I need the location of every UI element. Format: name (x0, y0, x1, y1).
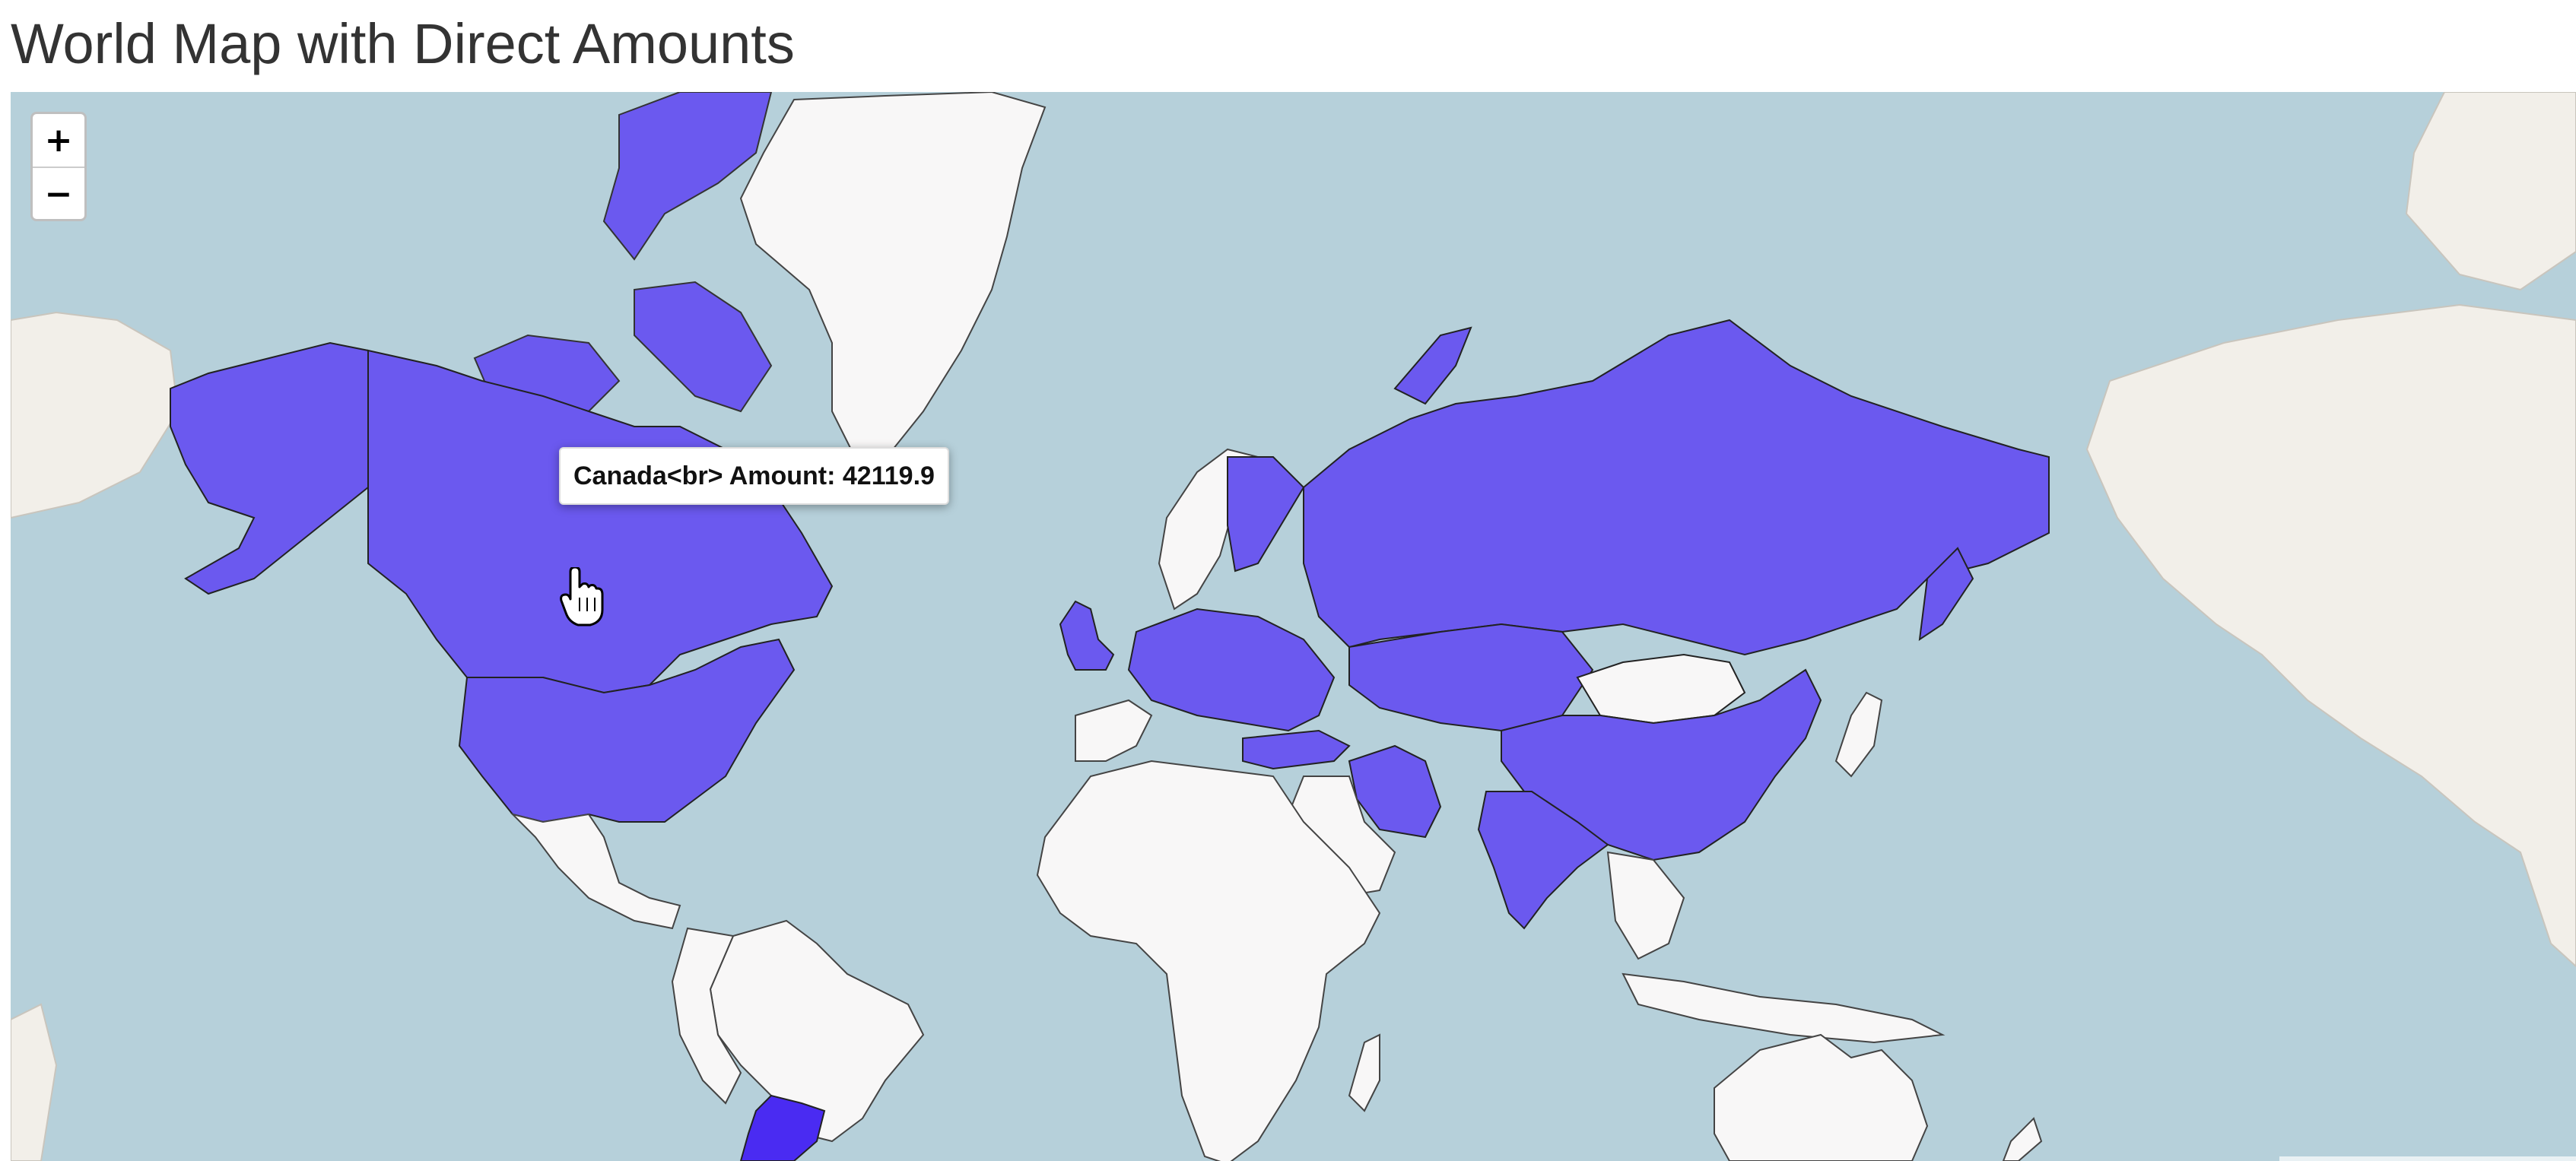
country-iberia-france[interactable] (1075, 699, 1153, 762)
country-mexico[interactable] (510, 813, 681, 930)
country-brazil[interactable] (709, 919, 925, 1143)
country-turkey[interactable] (1242, 729, 1351, 770)
country-indonesia[interactable] (1622, 972, 1945, 1044)
basemap-land-east (2085, 303, 2576, 968)
country-europe-central[interactable] (1127, 607, 1336, 732)
basemap-greenland-east (2405, 92, 2576, 291)
zoom-in-button[interactable]: + (33, 114, 84, 168)
country-uk-ireland[interactable] (1059, 600, 1115, 671)
country-russia-novaya[interactable] (1393, 326, 1472, 405)
map-canvas[interactable] (11, 92, 2576, 1161)
country-new-zealand[interactable] (2002, 1117, 2043, 1161)
country-japan[interactable] (1834, 691, 1883, 778)
country-south-america-west[interactable] (671, 927, 742, 1105)
world-map[interactable]: + − Canada<br> Amount: 42119.9 (11, 92, 2576, 1161)
country-canada-arctic[interactable] (602, 92, 773, 261)
country-russia-far-east[interactable] (1918, 547, 1974, 642)
country-canada-islands-2[interactable] (634, 281, 773, 413)
page-title: World Map with Direct Amounts (11, 12, 795, 75)
country-argentina[interactable] (739, 1094, 826, 1161)
country-madagascar[interactable] (1348, 1033, 1380, 1112)
basemap-antarctic-west (11, 1003, 58, 1161)
country-india[interactable] (1477, 791, 1609, 930)
country-finland[interactable] (1227, 456, 1305, 573)
country-usa-alaska[interactable] (170, 341, 369, 595)
country-canada[interactable] (367, 349, 834, 694)
zoom-control: + − (30, 112, 87, 221)
country-tooltip: Canada<br> Amount: 42119.9 (559, 447, 949, 505)
hand-pointer-icon (560, 567, 604, 626)
country-australia[interactable] (1714, 1033, 1929, 1161)
country-africa[interactable] (1036, 760, 1381, 1161)
map-attribution (2279, 1156, 2576, 1161)
country-southeast-asia[interactable] (1606, 851, 1685, 960)
zoom-out-button[interactable]: − (44, 175, 73, 214)
country-iran[interactable] (1348, 744, 1442, 839)
country-greenland[interactable] (739, 92, 1047, 458)
